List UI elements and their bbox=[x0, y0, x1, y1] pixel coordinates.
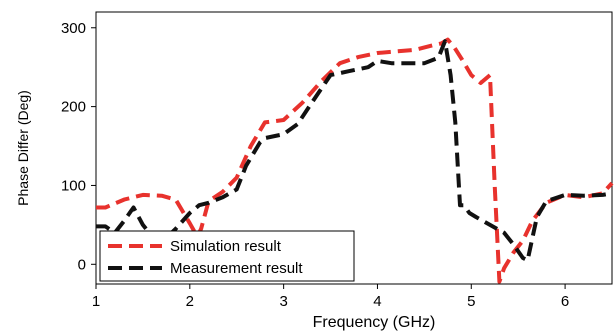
legend-label: Measurement result bbox=[170, 260, 303, 277]
x-tick-label: 4 bbox=[373, 293, 381, 310]
y-tick-label: 200 bbox=[61, 99, 86, 116]
x-axis-title: Frequency (GHz) bbox=[313, 314, 436, 331]
legend-label: Simulation result bbox=[170, 238, 282, 255]
x-tick-label: 2 bbox=[186, 293, 194, 310]
chart-legend: Simulation result Measurement result bbox=[99, 230, 355, 282]
y-tick-label: 300 bbox=[61, 20, 86, 37]
y-tick-label: 0 bbox=[78, 256, 86, 273]
chart-axes: 1 2 3 4 5 6 0 100 200 300 bbox=[61, 11, 613, 310]
x-tick-label: 5 bbox=[467, 293, 475, 310]
x-tick-label: 1 bbox=[92, 293, 100, 310]
series-line-measurement bbox=[96, 39, 613, 263]
legend-box bbox=[99, 230, 355, 282]
x-tick-label: 3 bbox=[279, 293, 287, 310]
y-axis-title: Phase Differ (Deg) bbox=[15, 90, 31, 206]
y-tick-label: 100 bbox=[61, 177, 86, 194]
plot-frame bbox=[95, 11, 613, 285]
x-tick-label: 6 bbox=[561, 293, 569, 310]
